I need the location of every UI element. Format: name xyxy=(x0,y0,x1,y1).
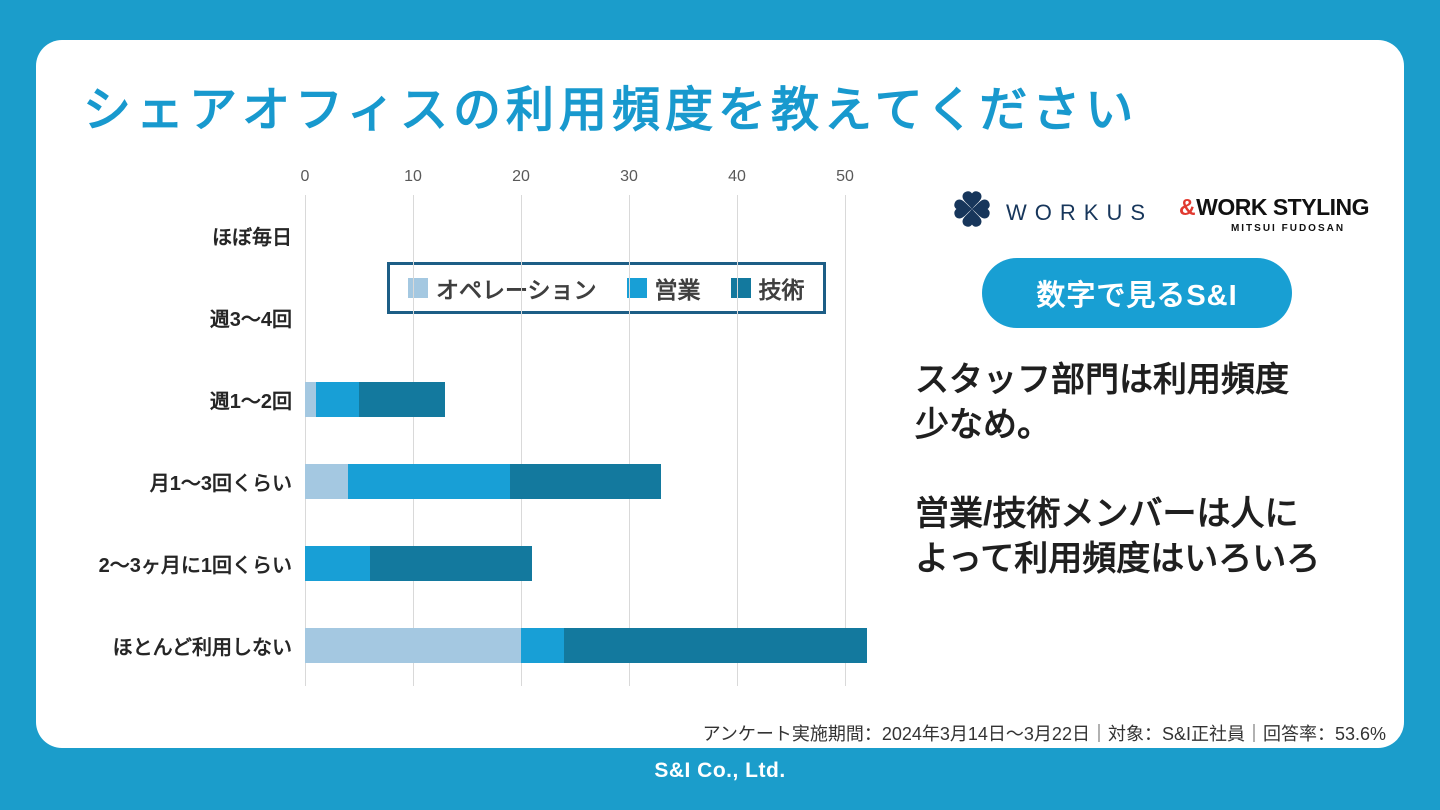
insight-line: よって利用頻度はいろいろ xyxy=(915,540,1321,578)
bar-row: ほとんど利用しない xyxy=(113,604,867,686)
x-tick-label: 0 xyxy=(300,168,310,185)
slide-card: シェアオフィスの利用頻度を教えてください オペレーション 営業 技術 0 10 20 30… xyxy=(36,40,1404,748)
category-label: 月1〜3回くらい xyxy=(149,472,292,495)
x-tick-label: 40 xyxy=(728,168,746,185)
bar-segment xyxy=(510,463,662,499)
grid-line xyxy=(845,195,846,686)
insight-line: 少なめ。 xyxy=(915,406,1051,444)
category-label: ほぼ毎日 xyxy=(212,227,292,250)
workus-clover-icon xyxy=(950,188,994,237)
grid-line xyxy=(413,195,414,686)
numbers-badge: 数字で見るS&I xyxy=(982,258,1292,328)
grid-line xyxy=(305,195,306,686)
legend-label: 技術 xyxy=(758,277,805,303)
insight-paragraph-1: スタッフ部門は利用頻度 少なめ。 xyxy=(915,358,1320,448)
legend-swatch xyxy=(626,278,647,298)
logo-row: WORKUS &WORK STYLING MITSUI FUDOSAN xyxy=(950,188,1370,237)
grid-line xyxy=(737,195,738,686)
survey-footnote: アンケート実施期間：2024年3月14日〜3月22日｜対象：S&I正社員｜回答率… xyxy=(702,724,1386,744)
x-tick-label: 10 xyxy=(404,168,422,185)
mitsui-fudosan-label: MITSUI FUDOSAN xyxy=(1230,223,1346,234)
bar-row: ほぼ毎日 xyxy=(212,195,845,277)
x-tick-label: 50 xyxy=(836,168,854,185)
legend-item: 技術 xyxy=(730,271,805,305)
workstyling-wordmark: &WORK STYLING xyxy=(1179,194,1370,221)
page-title: シェアオフィスの利用頻度を教えてください xyxy=(83,84,1139,137)
bar-row: 週3〜4回 xyxy=(210,277,845,359)
category-label: 2〜3ヶ月に1回くらい xyxy=(98,554,292,577)
insight-line: 営業/技術メンバーは人に xyxy=(915,495,1299,533)
stacked-bar xyxy=(305,627,867,663)
insight-paragraph-2: 営業/技術メンバーは人に よって利用頻度はいろいろ xyxy=(915,492,1320,582)
insight-text-block: スタッフ部門は利用頻度 少なめ。 営業/技術メンバーは人に よって利用頻度はいろ… xyxy=(915,358,1320,626)
category-label: 週3〜4回 xyxy=(209,309,292,332)
chart-plot: オペレーション 営業 技術 0 10 20 30 40 50 ほぼ毎日週3〜4回週1〜2回月1〜… xyxy=(99,168,867,686)
workus-logo: WORKUS xyxy=(950,188,1153,237)
grid-line xyxy=(521,195,522,686)
bar-segment xyxy=(305,545,370,581)
workus-wordmark: WORKUS xyxy=(1006,199,1153,225)
workstyling-logo: &WORK STYLING MITSUI FUDOSAN xyxy=(1179,188,1370,234)
ampersand-mark: & xyxy=(1179,194,1196,220)
company-footer: S&I Co., Ltd. xyxy=(654,759,786,782)
stacked-bar xyxy=(305,382,446,418)
bar-segment xyxy=(369,545,532,581)
chart-legend: オペレーション 営業 技術 xyxy=(387,262,826,314)
bar-rows: ほぼ毎日週3〜4回週1〜2回月1〜3回くらい 2〜3ヶ月に1回くらいほとんど利用し… xyxy=(99,195,867,686)
stacked-bar xyxy=(305,545,532,581)
workstyling-text: WORK STYLING xyxy=(1196,194,1370,220)
bar-segment xyxy=(315,382,359,418)
bar-row: 週1〜2回 xyxy=(210,359,845,441)
legend-label: 営業 xyxy=(654,277,701,303)
bar-row: 2〜3ヶ月に1回くらい xyxy=(99,522,845,604)
bar-segment xyxy=(521,627,565,663)
category-label: ほとんど利用しない xyxy=(112,636,292,659)
bar-segment xyxy=(305,382,316,418)
bar-segment xyxy=(305,463,349,499)
x-tick-label: 20 xyxy=(512,168,530,185)
bar-segment xyxy=(348,463,511,499)
x-tick-label: 30 xyxy=(620,168,638,185)
grid-line xyxy=(629,195,630,686)
category-label: 週1〜2回 xyxy=(209,391,292,414)
stacked-bar xyxy=(305,463,662,499)
insight-line: スタッフ部門は利用頻度 xyxy=(915,361,1289,399)
legend-item: 営業 xyxy=(626,271,701,305)
legend-swatch xyxy=(730,278,751,298)
legend-label: オペレーション xyxy=(436,277,597,303)
bar-segment xyxy=(305,627,521,663)
bar-row: 月1〜3回くらい xyxy=(150,440,845,522)
bar-segment xyxy=(564,627,867,663)
bar-segment xyxy=(358,382,446,418)
